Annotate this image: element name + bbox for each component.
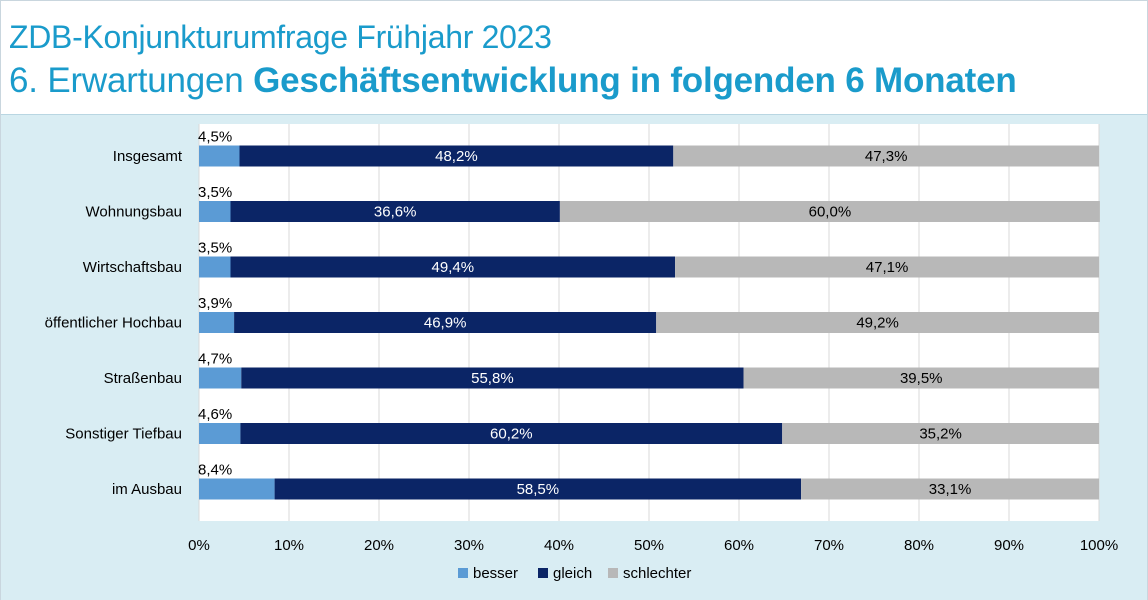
- x-tick-label: 30%: [454, 537, 484, 554]
- category-label: Insgesamt: [113, 148, 183, 165]
- x-tick-label: 90%: [994, 537, 1024, 554]
- data-label-schlechter: 47,3%: [865, 148, 908, 165]
- bar-besser: [199, 367, 242, 389]
- bar-gleich: [274, 478, 802, 500]
- category-label: Sonstiger Tiefbau: [65, 426, 182, 443]
- data-label-besser: 3,5%: [198, 184, 232, 201]
- bar-gleich: [241, 367, 744, 389]
- x-tick-label: 40%: [544, 537, 574, 554]
- chart-title: ZDB-Konjunkturumfrage Frühjahr 2023: [9, 19, 552, 55]
- bar-gleich: [230, 201, 560, 222]
- legend-label-besser: besser: [473, 565, 518, 582]
- bar-gleich: [234, 312, 657, 333]
- data-label-besser: 4,6%: [198, 406, 232, 423]
- data-label-gleich: 55,8%: [471, 370, 514, 387]
- legend-swatch-schlechter: [608, 568, 618, 578]
- data-label-schlechter: 39,5%: [900, 370, 943, 387]
- x-tick-label: 10%: [274, 537, 304, 554]
- data-label-gleich: 58,5%: [517, 481, 560, 498]
- bar-besser: [199, 256, 231, 278]
- bar-schlechter: [673, 145, 1099, 167]
- legend-swatch-besser: [458, 568, 468, 578]
- bar-schlechter: [801, 478, 1099, 500]
- x-tick-label: 0%: [188, 537, 210, 554]
- bar-besser: [199, 201, 231, 222]
- data-label-gleich: 49,4%: [432, 259, 475, 276]
- bar-schlechter: [656, 312, 1099, 333]
- x-tick-label: 80%: [904, 537, 934, 554]
- bar-besser: [199, 423, 241, 444]
- data-label-gleich: 46,9%: [424, 315, 467, 332]
- bar-gleich: [240, 423, 783, 444]
- chart-subtitle-prefix: 6. Erwartungen: [9, 61, 254, 100]
- bar-schlechter: [675, 256, 1099, 278]
- data-label-besser: 3,9%: [198, 295, 232, 312]
- legend-label-gleich: gleich: [553, 565, 592, 582]
- x-tick-label: 20%: [364, 537, 394, 554]
- data-label-gleich: 36,6%: [374, 204, 417, 221]
- legend-swatch-gleich: [538, 568, 548, 578]
- chart-subtitle: 6. Erwartungen Geschäftsentwicklung in f…: [9, 61, 1017, 101]
- x-tick-label: 100%: [1080, 537, 1118, 554]
- category-label: Straßenbau: [104, 370, 182, 387]
- bar-schlechter: [782, 423, 1099, 444]
- data-label-schlechter: 60,0%: [809, 204, 852, 221]
- legend-label-schlechter: schlechter: [623, 565, 691, 582]
- chart-subtitle-bold: Geschäftsentwicklung in folgenden 6 Mona…: [253, 61, 1017, 100]
- bar-gleich: [239, 145, 674, 167]
- data-label-schlechter: 35,2%: [919, 426, 962, 443]
- data-label-gleich: 60,2%: [490, 426, 533, 443]
- data-label-schlechter: 49,2%: [856, 315, 899, 332]
- bar-schlechter: [559, 201, 1100, 222]
- data-label-gleich: 48,2%: [435, 148, 478, 165]
- data-label-schlechter: 47,1%: [866, 259, 909, 276]
- category-label: öffentlicher Hochbau: [45, 315, 182, 332]
- category-label: Wohnungsbau: [86, 204, 182, 221]
- data-label-besser: 4,5%: [198, 129, 232, 146]
- data-label-schlechter: 33,1%: [929, 481, 972, 498]
- category-label: Wirtschaftsbau: [83, 259, 182, 276]
- category-label: im Ausbau: [112, 481, 182, 498]
- data-label-besser: 8,4%: [198, 462, 232, 479]
- x-tick-label: 70%: [814, 537, 844, 554]
- bar-besser: [199, 478, 275, 500]
- data-label-besser: 3,5%: [198, 240, 232, 257]
- x-tick-label: 60%: [724, 537, 754, 554]
- data-label-besser: 4,7%: [198, 351, 232, 368]
- bar-schlechter: [743, 367, 1099, 389]
- bar-besser: [199, 145, 240, 167]
- bar-gleich: [230, 256, 676, 278]
- x-tick-label: 50%: [634, 537, 664, 554]
- bar-besser: [199, 312, 235, 333]
